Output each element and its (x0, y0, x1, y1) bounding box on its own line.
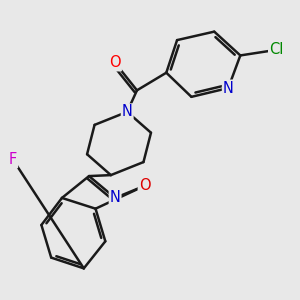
Text: F: F (9, 152, 17, 167)
Text: N: N (223, 80, 234, 95)
Text: N: N (110, 190, 121, 206)
Text: Cl: Cl (269, 42, 284, 57)
Text: O: O (109, 56, 121, 70)
Text: N: N (122, 104, 133, 119)
Text: O: O (139, 178, 150, 194)
